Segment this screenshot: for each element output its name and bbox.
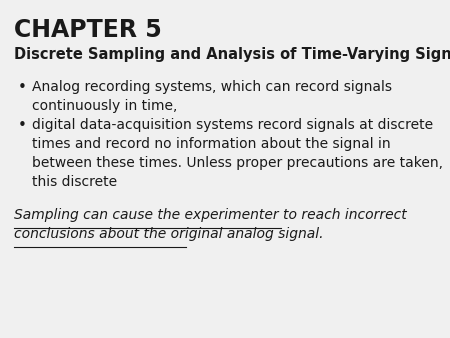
Text: between these times. Unless proper precautions are taken,: between these times. Unless proper preca… (32, 156, 443, 170)
Text: continuously in time,: continuously in time, (32, 99, 177, 113)
Text: Discrete Sampling and Analysis of Time-Varying Signals: Discrete Sampling and Analysis of Time-V… (14, 47, 450, 62)
Text: times and record no information about the signal in: times and record no information about th… (32, 137, 391, 151)
Text: •: • (18, 80, 26, 95)
Text: this discrete: this discrete (32, 175, 117, 189)
Text: Sampling can cause the experimenter to reach incorrect: Sampling can cause the experimenter to r… (14, 208, 407, 221)
Text: •: • (18, 118, 26, 133)
Text: CHAPTER 5: CHAPTER 5 (14, 18, 162, 42)
Text: conclusions about the original analog signal.: conclusions about the original analog si… (14, 227, 324, 241)
Text: Analog recording systems, which can record signals: Analog recording systems, which can reco… (32, 80, 392, 94)
Text: digital data-acquisition systems record signals at discrete: digital data-acquisition systems record … (32, 118, 433, 132)
